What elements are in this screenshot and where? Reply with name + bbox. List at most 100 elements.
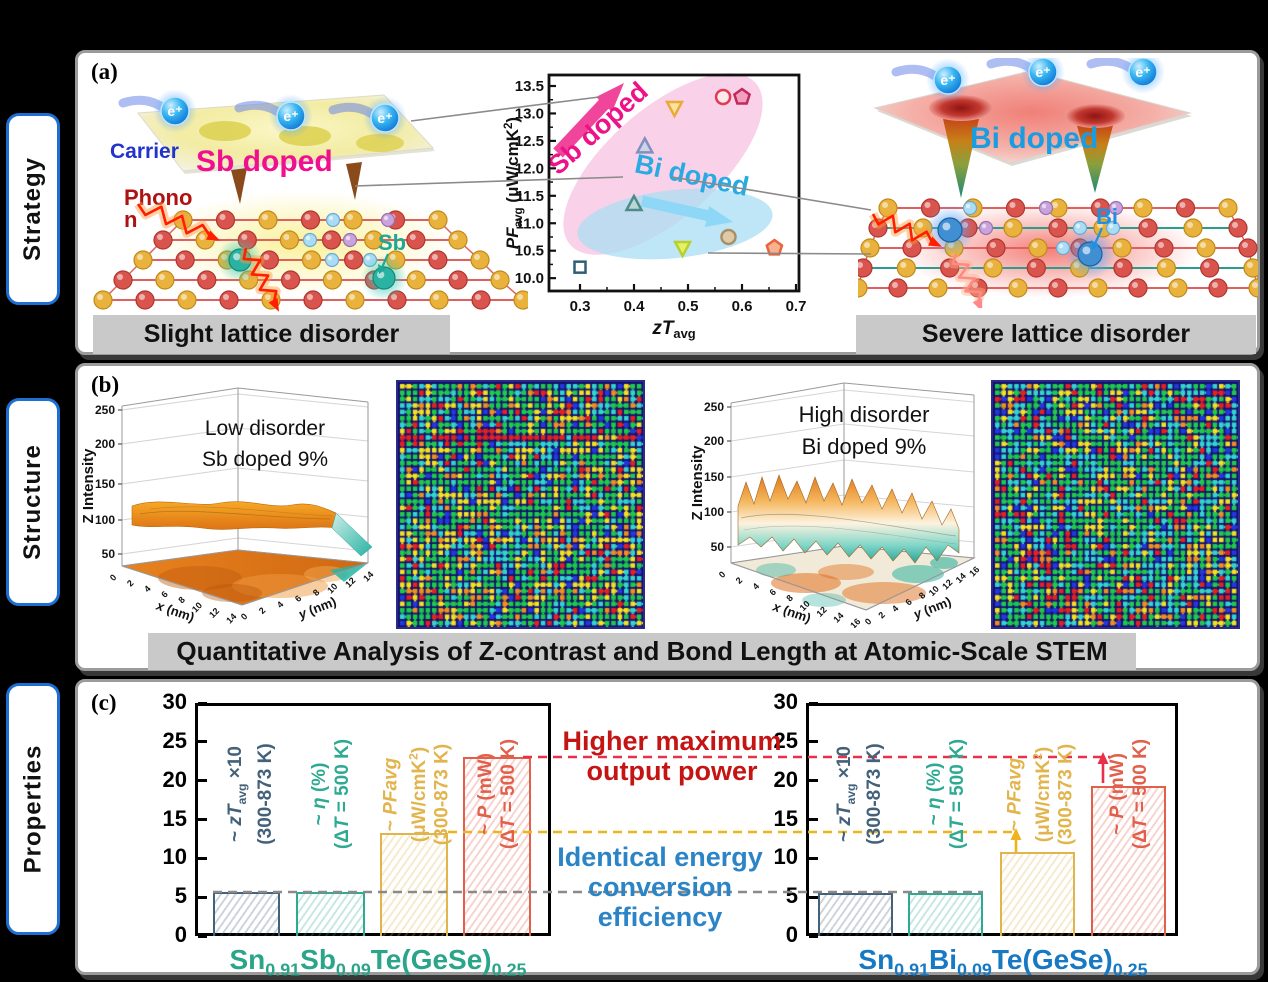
z-tick-label: 250 (95, 403, 115, 417)
electron-symbol: e⁺ (1035, 64, 1050, 80)
x-tick-label: 0 (108, 572, 119, 583)
annotation-efficiency-line3: efficiency (597, 902, 723, 932)
scatter-point (732, 87, 752, 105)
bar-y-tick-label: 0 (785, 922, 798, 947)
y-tick-label: 2 (876, 610, 887, 621)
bar-y-tick (198, 779, 207, 783)
deep-cone-well (1075, 118, 1115, 193)
surface-title: Sb doped 9% (202, 448, 328, 471)
sb-atom-pointer-head (378, 264, 386, 274)
category-label-props_sb: Sn0.91Sb0.09Te(GeSe)0.25 (229, 944, 527, 980)
bar-y-tick-label: 10 (773, 844, 798, 870)
stem-map-sb (396, 380, 645, 629)
y-tick-label: 13.5 (515, 78, 544, 95)
sb-lattice (93, 210, 528, 310)
bar-props_bi-0 (818, 892, 893, 936)
electron-icon (370, 103, 400, 133)
shallow-dimple (199, 121, 251, 141)
y-tick-label: 10.5 (515, 243, 544, 260)
bar-y-tick-label: 25 (162, 727, 187, 753)
banner-severe-disorder: Severe lattice disorder (856, 315, 1256, 354)
z-intensity-surface (737, 474, 960, 564)
bar-y-tick-label: 15 (773, 805, 798, 831)
z-intensity-surface (131, 501, 337, 530)
bi-lattice (858, 198, 1258, 298)
phonon-label-line2: n (124, 207, 137, 232)
electron-icons-right: e⁺ e⁺ e⁺ (891, 58, 1165, 102)
bi-doped-illustration: e⁺ e⁺ e⁺ Bi doped Bi (858, 58, 1258, 308)
z-tick-label: 250 (704, 400, 724, 414)
y-tick-label: 12.5 (515, 133, 544, 150)
panel-structure: (b) 250 200 150 100 50 Z Intensity 0 2 4 6 8 10 12 14… (75, 363, 1260, 671)
banner-slight-disorder: Slight lattice disorder (93, 315, 450, 354)
bar-label-props_sb-1: ~ η (%) (ΔT = 500 K) (308, 738, 353, 850)
x-tick-label: 6 (767, 587, 778, 598)
bar-props_bi-1 (908, 892, 983, 936)
x-tick-label: 8 (176, 595, 187, 606)
bar-y-tick-label: 15 (162, 805, 187, 831)
bar-chart-frame (806, 703, 1178, 936)
scatter-point (664, 100, 685, 119)
scatter-point (573, 260, 587, 274)
y-tick-label: 10.0 (515, 270, 544, 287)
annotation-identical-efficiency: Identical energy conversion efficiency (540, 842, 780, 932)
bar-y-tick (198, 701, 207, 705)
scatter-point (765, 238, 784, 256)
z-intensity-surface (743, 525, 957, 545)
panel-b-tag: (b) (91, 372, 120, 397)
z-intensity-surface (740, 513, 957, 537)
bar-y-tick-label: 30 (162, 689, 187, 714)
z-tick-label: 50 (102, 547, 116, 561)
y-tick-label: 14 (954, 571, 968, 585)
sidebar-label-strategy: Strategy (19, 156, 47, 262)
phonon-label-line1: Phono (124, 185, 192, 210)
x-tick-label: 16 (848, 616, 862, 628)
bar-y-tick (198, 818, 207, 821)
bi-atom-label: Bi (1096, 204, 1118, 229)
phonon-scattering-arrows-left (134, 201, 281, 312)
bar-label-props_bi-1: ~ η (%) (ΔT = 500 K) (923, 738, 968, 850)
electron-symbol: e⁺ (167, 103, 182, 119)
bar-props_sb-0 (213, 891, 280, 936)
electron-icon (1128, 58, 1158, 87)
sidebar-item-strategy: Strategy (6, 113, 60, 305)
bar-y-tick (809, 934, 818, 938)
bar-label-props_bi-2: ~ PFavg (μW/cmK2) (300-873 K) (1004, 743, 1077, 845)
z-tick-label: 200 (704, 434, 724, 448)
y-tick-label: 6 (903, 597, 914, 608)
sidebar-label-properties: Properties (19, 744, 46, 874)
x-tick-label: 14 (224, 611, 238, 625)
x-tick-label: 2 (125, 578, 136, 589)
bar-y-tick-label: 10 (162, 844, 187, 870)
bar-y-tick-label: 20 (162, 766, 187, 792)
bar-label-props_sb-0: ~ zTavg ×10 (300-873 K) (224, 743, 276, 845)
z-tick-label: 100 (704, 505, 724, 519)
bar-y-tick (809, 740, 818, 744)
z-tick-label: 100 (95, 513, 115, 527)
surface-title: High disorder (799, 402, 930, 427)
stem-map-bi (991, 380, 1240, 629)
bar-y-tick-label: 5 (785, 883, 798, 909)
bar-y-tick (809, 856, 818, 860)
y-tick-label: 10 (927, 584, 941, 598)
banner-stem-analysis: Quantitative Analysis of Z-contrast and … (148, 633, 1136, 670)
surface-title: Bi doped 9% (802, 434, 927, 459)
scatter-point (673, 240, 693, 259)
z-intensity-surface (149, 506, 333, 517)
bar-props_sb-2 (380, 832, 448, 936)
x-tick-label: 2 (734, 575, 745, 586)
z-intensity-surface (139, 510, 331, 520)
electron-symbol: e⁺ (377, 110, 392, 126)
z-axis-label: Z Intensity (689, 445, 706, 521)
scatter-x-axis-label: zTavg (651, 318, 695, 341)
bar-props_sb-3 (463, 757, 531, 936)
panel-properties: (c) Higher maximum output power Identica… (75, 679, 1260, 980)
bar-chart-frame (195, 703, 551, 936)
bar-y-tick-label: 25 (773, 727, 798, 753)
shallow-cone (231, 168, 247, 204)
x-tick-label: 14 (831, 610, 845, 624)
x-tick-label: 12 (207, 606, 221, 620)
bar-y-tick-label: 30 (773, 689, 798, 714)
